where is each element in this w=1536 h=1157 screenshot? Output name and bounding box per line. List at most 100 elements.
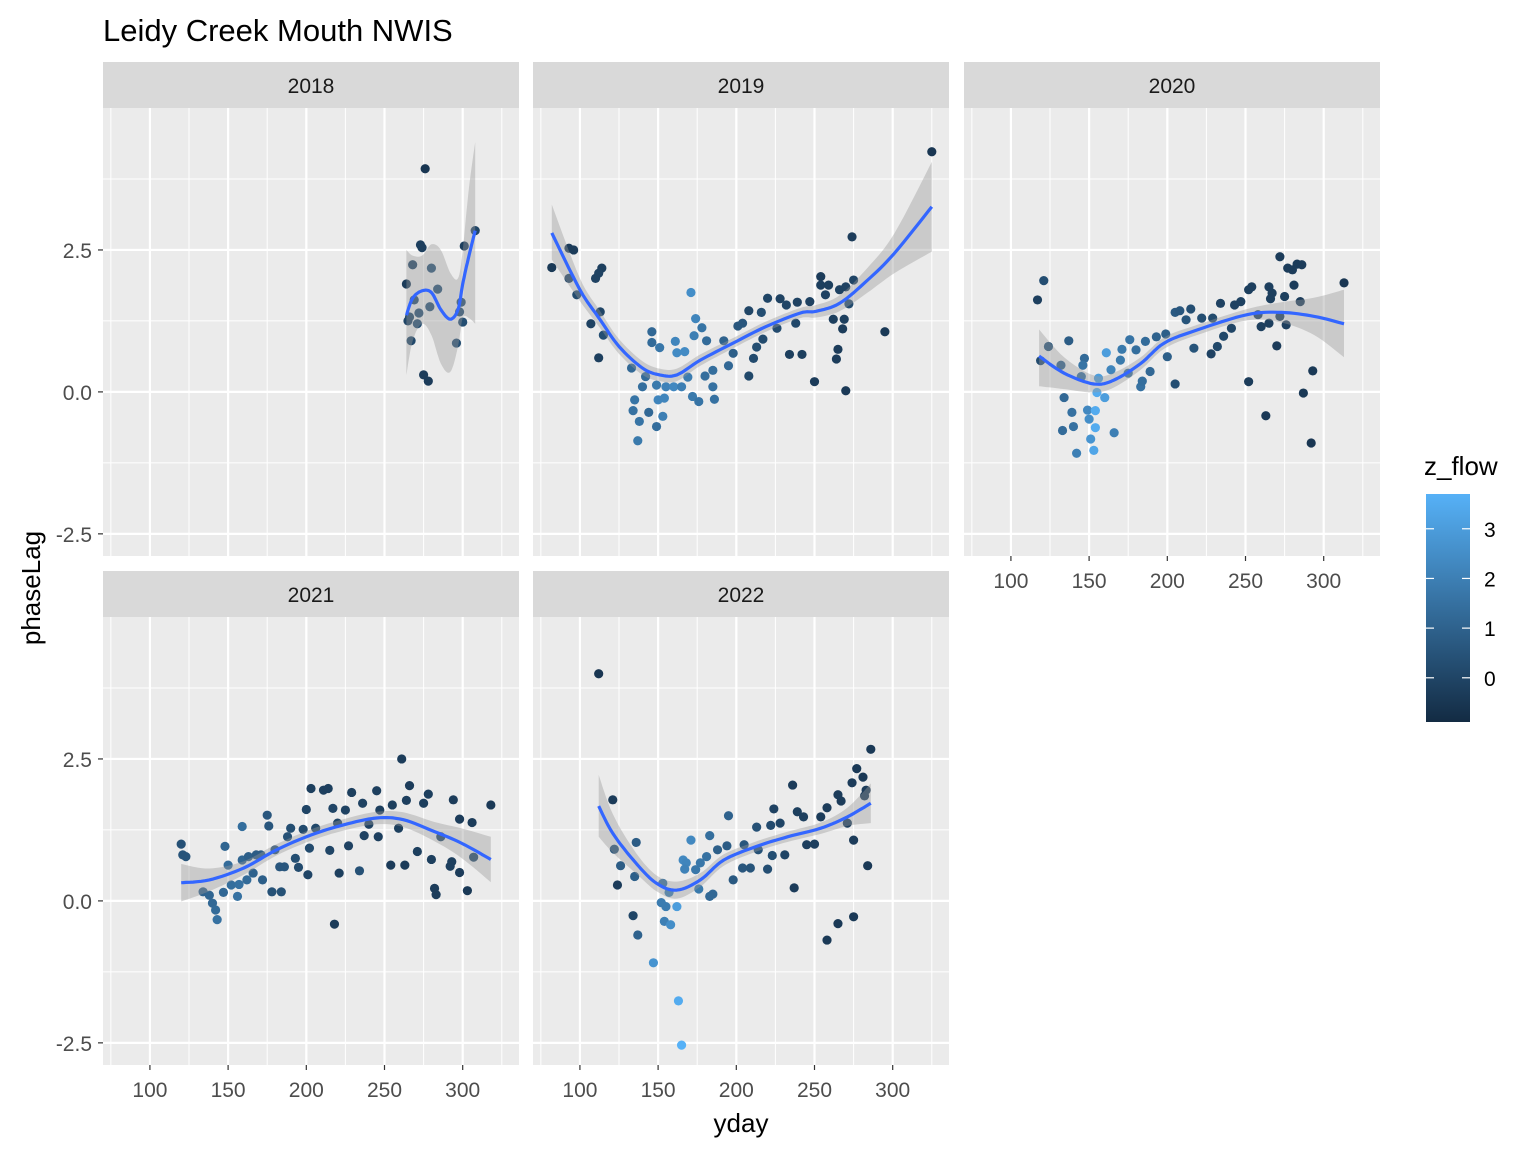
data-point <box>737 318 748 328</box>
data-point <box>701 852 712 862</box>
data-point <box>1117 344 1127 354</box>
data-point <box>454 814 465 824</box>
data-point <box>769 804 779 814</box>
data-point <box>672 348 682 358</box>
data-point <box>863 861 873 871</box>
data-point <box>1131 345 1141 355</box>
data-point <box>1086 434 1096 444</box>
data-point <box>797 349 807 360</box>
data-point <box>712 845 723 855</box>
data-point <box>705 831 715 841</box>
data-point <box>816 812 826 822</box>
data-point <box>792 297 802 307</box>
data-point <box>823 280 834 290</box>
data-point <box>805 297 815 307</box>
data-point <box>358 798 368 808</box>
data-point <box>373 832 383 842</box>
data-point <box>1275 252 1285 262</box>
data-point <box>648 958 659 968</box>
data-point <box>849 912 859 922</box>
data-point <box>866 744 876 754</box>
data-point <box>1068 421 1079 432</box>
data-point <box>276 887 286 897</box>
data-point <box>486 800 496 810</box>
data-point <box>775 294 785 304</box>
data-point <box>798 812 809 822</box>
x-tick-label: 200 <box>289 1079 324 1102</box>
data-point <box>1082 405 1093 415</box>
data-point <box>816 280 826 290</box>
legend-label: 3 <box>1484 519 1496 542</box>
data-point <box>1109 428 1119 438</box>
data-point <box>334 868 344 878</box>
data-point <box>234 879 244 890</box>
data-point <box>762 293 773 303</box>
x-tick-label: 200 <box>719 1079 754 1102</box>
data-point <box>423 789 433 799</box>
chart-title: Leidy Creek Mouth NWIS <box>103 13 453 48</box>
data-point <box>417 243 427 253</box>
data-point <box>547 262 557 273</box>
smooth-trend-line <box>550 205 934 378</box>
data-point <box>666 920 676 930</box>
y-axis-title: phaseLag <box>16 531 46 645</box>
data-point <box>1137 376 1147 386</box>
data-point <box>809 839 820 849</box>
facet-strip-label: 2019 <box>718 75 765 98</box>
data-point <box>401 279 411 289</box>
data-point <box>386 860 396 870</box>
data-point <box>1226 323 1237 333</box>
data-point <box>282 832 293 842</box>
data-point <box>372 786 382 796</box>
data-point <box>849 275 859 285</box>
data-point <box>1215 298 1226 308</box>
data-point <box>1106 365 1116 375</box>
data-point <box>406 336 416 346</box>
data-point <box>669 382 679 392</box>
data-point <box>672 901 682 912</box>
facet-panel-2019: 2019 <box>533 62 949 556</box>
facet-strip-label: 2018 <box>288 75 335 98</box>
data-point <box>1078 360 1088 370</box>
data-point <box>1256 322 1266 332</box>
data-point <box>306 783 316 794</box>
facet-panel-2021: 2021 100 150 200 250 300 -2.5 0.0 2.5 <box>56 571 519 1102</box>
data-point <box>419 370 429 380</box>
y-tick-label: 0.0 <box>63 891 92 914</box>
data-point <box>1056 360 1066 370</box>
data-point <box>1264 318 1274 328</box>
data-point <box>644 407 654 417</box>
data-point <box>676 382 687 392</box>
data-point <box>226 880 236 890</box>
data-point <box>697 323 707 333</box>
data-point <box>651 421 662 432</box>
data-point <box>303 870 313 880</box>
panel-plot-area <box>964 108 1380 556</box>
facet-strip <box>533 62 949 108</box>
data-point <box>659 393 669 403</box>
data-point <box>359 831 369 841</box>
data-point <box>767 850 777 861</box>
data-point <box>262 810 272 820</box>
x-tick-label: 300 <box>1306 570 1341 593</box>
x-tick-label: 100 <box>993 570 1028 593</box>
data-point <box>586 319 596 329</box>
data-point <box>340 805 351 815</box>
data-point <box>762 864 773 874</box>
data-point <box>647 327 657 337</box>
data-point <box>1093 373 1104 383</box>
data-point <box>211 905 221 915</box>
data-point <box>880 327 890 337</box>
data-point <box>842 818 852 828</box>
data-point <box>927 147 937 157</box>
data-point <box>689 331 699 341</box>
data-point <box>686 835 696 845</box>
data-point <box>343 841 354 851</box>
x-tick-label: 300 <box>875 1079 910 1102</box>
x-tick-label: 150 <box>211 1079 246 1102</box>
data-point <box>1145 366 1155 377</box>
data-point <box>708 889 718 899</box>
data-point <box>700 371 710 381</box>
data-point <box>852 764 862 774</box>
